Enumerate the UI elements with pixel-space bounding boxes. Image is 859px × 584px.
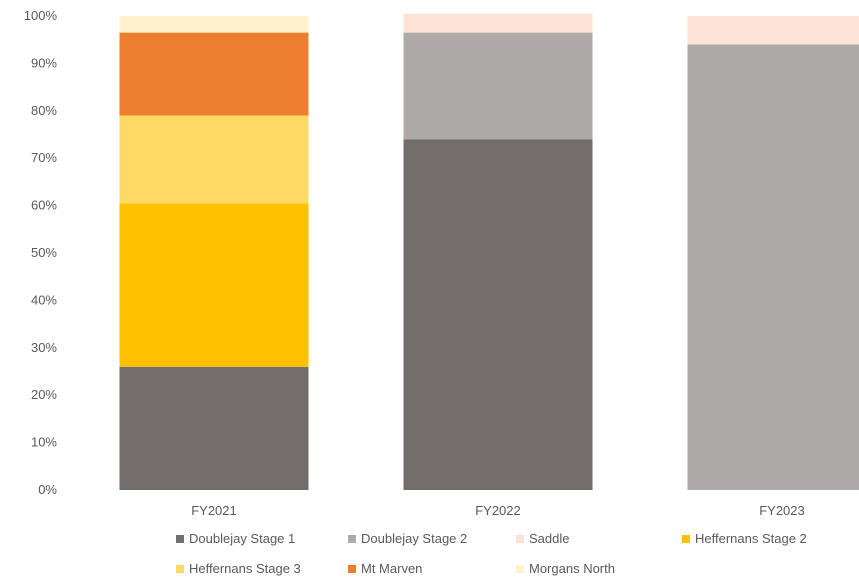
y-tick-label: 100%: [24, 8, 58, 23]
bar-segment: [403, 13, 593, 33]
y-tick-label: 90%: [31, 55, 57, 70]
bar-segment: [687, 44, 859, 490]
y-tick-label: 80%: [31, 103, 57, 118]
y-tick-label: 10%: [31, 435, 57, 450]
x-category-label: FY2022: [475, 503, 521, 518]
bar-segment: [119, 16, 309, 33]
bar-segment: [687, 16, 859, 45]
x-axis: FY2021 FY2022 FY2023: [191, 503, 805, 518]
bar-segment: [403, 32, 593, 140]
y-tick-label: 50%: [31, 245, 57, 260]
y-axis: 0% 10% 20% 30% 40% 50% 60% 70% 80% 90% 100%: [24, 8, 58, 497]
x-category-label: FY2021: [191, 503, 237, 518]
y-tick-label: 70%: [31, 150, 57, 165]
x-category-label: FY2023: [759, 503, 805, 518]
bar-segment: [119, 366, 309, 490]
bar-segment: [119, 115, 309, 204]
bar-segment: [119, 32, 309, 116]
plot-area: [119, 13, 859, 491]
y-tick-label: 0%: [38, 482, 57, 497]
bar-segment: [119, 203, 309, 367]
bar-segment: [403, 139, 593, 491]
y-tick-label: 30%: [31, 340, 57, 355]
y-tick-label: 60%: [31, 198, 57, 213]
y-tick-label: 20%: [31, 387, 57, 402]
y-tick-label: 40%: [31, 292, 57, 307]
